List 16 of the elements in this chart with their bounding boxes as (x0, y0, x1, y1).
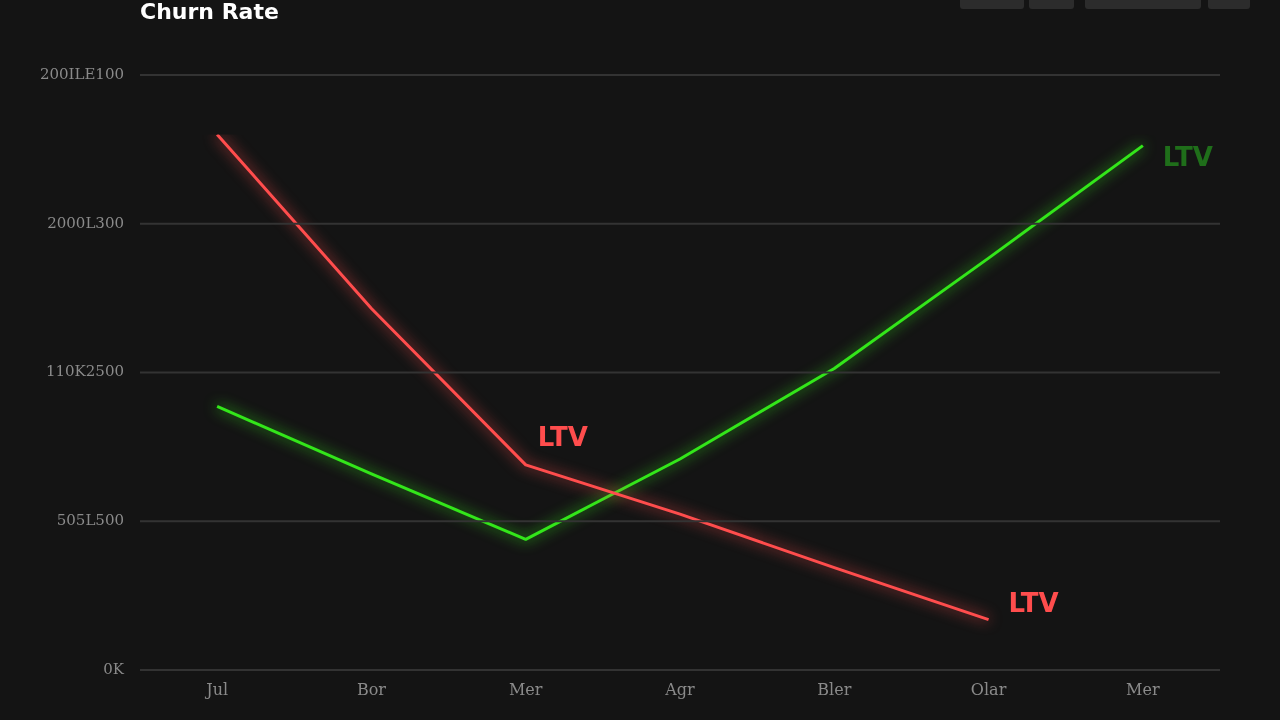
series-label: LTV (1162, 142, 1213, 173)
annotation: LTV (537, 421, 588, 452)
x-tick-label: Bler (817, 679, 852, 699)
text: 0K (103, 659, 125, 678)
text: 110K2500 (45, 362, 124, 381)
chart-title: Churn Rate (140, 0, 279, 24)
x-tick-label: Mer (1126, 679, 1160, 699)
series-label: LTV (1008, 588, 1059, 619)
text: 505L500 (56, 511, 124, 530)
text: 200ILE100 (39, 64, 124, 83)
text: 2000L300 (47, 213, 124, 232)
x-tick-label: Agr (664, 679, 696, 699)
x-tick-label: Olar (970, 679, 1007, 699)
x-tick-label: Jul (204, 679, 229, 699)
x-tick-label: Mer (508, 679, 543, 699)
x-tick-label: Bor (356, 679, 387, 699)
